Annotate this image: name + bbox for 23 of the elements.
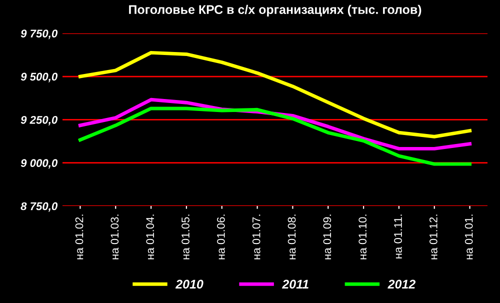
x-tick-label: на 01.08.	[288, 214, 296, 260]
y-tick-label: 9 750,0	[20, 30, 58, 40]
x-tick-label: на 01.02.	[75, 214, 84, 260]
y-tick-label: 9 250,0	[20, 116, 58, 126]
legend-label: 2011	[282, 280, 308, 289]
y-tick-label: 9 500,0	[20, 72, 58, 82]
x-tick-label: на 01.07.	[252, 214, 260, 260]
x-tick-label: на 01.03.	[110, 214, 119, 260]
line-series	[78, 50, 472, 138]
x-tick-label: на 01.10.	[358, 214, 367, 260]
x-tick-label: на 01.06.	[216, 214, 225, 260]
x-tick-label: на 01.11.	[394, 214, 402, 258]
legend-label: 2012	[388, 280, 416, 289]
x-tick-label: на 01.04.	[146, 214, 154, 260]
x-tick-label: на 01.01.	[464, 214, 473, 260]
x-tick-label: на 01.09.	[323, 214, 332, 260]
legend-label: 2010	[175, 280, 204, 289]
y-tick-label: 8 750,0	[20, 202, 58, 212]
y-tick-label: 9 000,0	[20, 159, 58, 169]
x-tick-label: на 01.05.	[182, 214, 190, 260]
chart-title: Поголовье КРС в с/х организациях (тыс. голов)	[129, 4, 422, 16]
line-series	[78, 106, 472, 166]
x-tick-label: на 01.12.	[429, 214, 438, 260]
